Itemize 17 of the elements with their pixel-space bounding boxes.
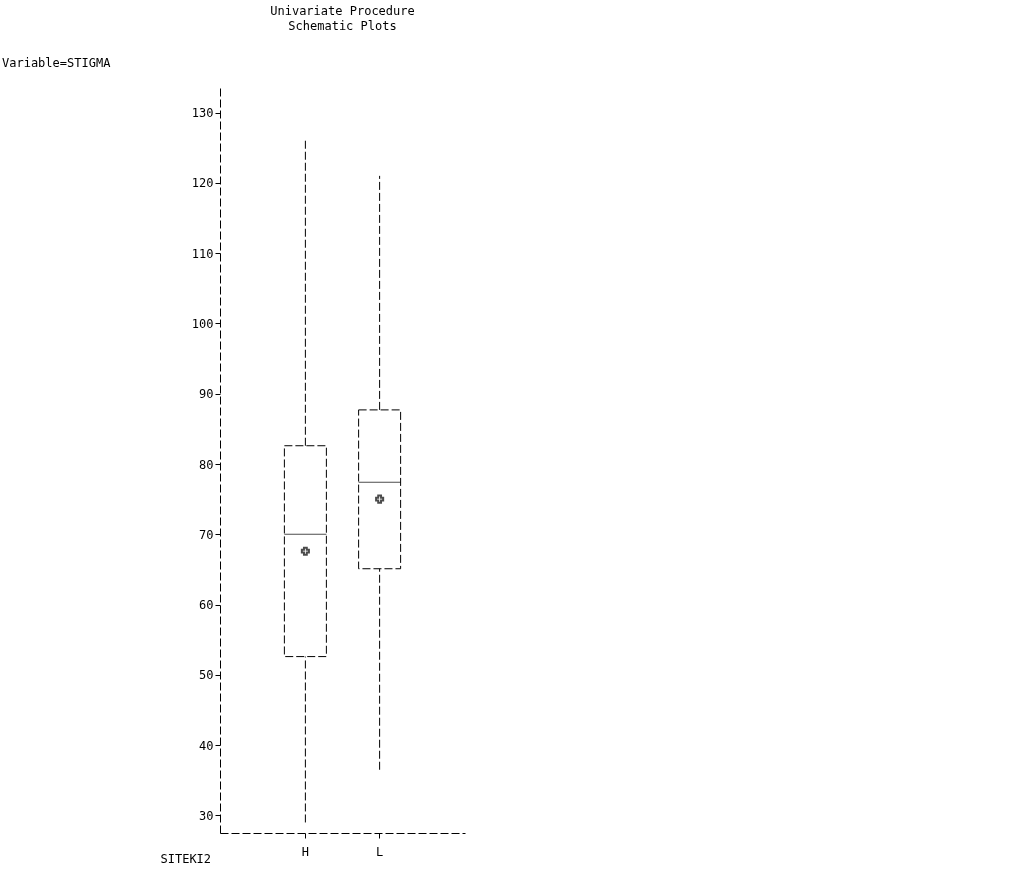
x-axis-title: SITEKI2 xyxy=(160,851,212,866)
x-tick-label: H xyxy=(301,844,309,859)
y-tick-label: 120 xyxy=(191,176,214,191)
y-tick-label: 100 xyxy=(191,316,214,331)
y-tick-label: 130 xyxy=(191,106,214,121)
chart-subtitle: Schematic Plots xyxy=(288,19,397,33)
x-tick-label: L xyxy=(376,844,384,859)
y-tick-label: 50 xyxy=(199,668,214,683)
text: Variable=STIGMA xyxy=(2,56,111,70)
chart-title: Univariate Procedure xyxy=(270,4,415,18)
y-tick-label: 80 xyxy=(199,457,214,472)
y-tick-label: 40 xyxy=(199,738,214,753)
y-tick-label: 90 xyxy=(199,387,214,402)
y-tick-label: 110 xyxy=(191,246,214,261)
y-tick-label: 70 xyxy=(199,527,214,542)
y-tick-label: 30 xyxy=(199,808,214,823)
y-tick-label: 60 xyxy=(199,598,214,613)
